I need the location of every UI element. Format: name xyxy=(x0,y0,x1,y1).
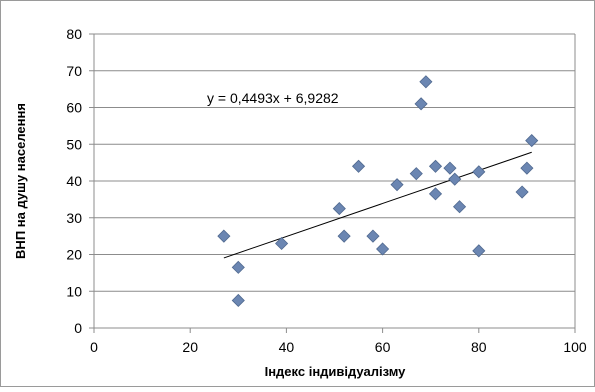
data-point xyxy=(525,134,539,148)
y-tick-label: 20 xyxy=(66,247,82,263)
x-tick-label: 100 xyxy=(563,339,587,355)
trendline-equation: y = 0,4493x + 6,9282 xyxy=(207,90,339,106)
x-axis-title: Індекс індивідуалізму xyxy=(265,364,407,379)
data-point xyxy=(390,178,404,192)
data-point xyxy=(443,161,457,175)
data-point xyxy=(452,200,467,214)
x-tick-label: 80 xyxy=(471,339,487,355)
y-axis-title: ВНП на душу населення xyxy=(13,103,28,259)
y-tick-label: 60 xyxy=(66,100,82,116)
axes xyxy=(89,33,576,333)
y-tick-label: 10 xyxy=(66,283,82,299)
data-point xyxy=(376,242,390,256)
data-point xyxy=(428,159,443,173)
x-tick-label: 0 xyxy=(90,339,98,355)
data-point xyxy=(231,293,245,308)
data-point xyxy=(366,229,380,243)
y-tick-label: 70 xyxy=(66,63,82,79)
gridlines xyxy=(94,33,575,292)
data-point xyxy=(419,75,433,89)
y-tick-label: 40 xyxy=(66,173,82,189)
data-point xyxy=(472,244,486,258)
data-point xyxy=(351,159,366,173)
x-tick-label: 40 xyxy=(279,339,295,355)
data-point xyxy=(217,229,231,243)
y-tick-label: 0 xyxy=(74,320,82,336)
data-point xyxy=(332,201,346,216)
data-point xyxy=(231,260,245,274)
data-point xyxy=(409,167,423,181)
data-point xyxy=(520,161,534,175)
x-tick-label: 20 xyxy=(182,339,198,355)
data-point xyxy=(472,165,486,179)
data-point xyxy=(448,172,462,186)
data-point xyxy=(275,236,289,251)
data-point xyxy=(414,97,428,111)
y-tick-label: 50 xyxy=(66,136,82,152)
tick-labels: 0 10 20 30 40 50 60 70 80 0 20 40 60 80 100 xyxy=(66,26,586,355)
y-tick-label: 80 xyxy=(66,26,82,42)
data-points xyxy=(217,75,539,308)
data-point xyxy=(515,185,529,199)
data-point xyxy=(428,187,443,201)
data-point xyxy=(337,229,351,243)
x-tick-label: 60 xyxy=(375,339,391,355)
y-tick-label: 30 xyxy=(66,210,82,226)
